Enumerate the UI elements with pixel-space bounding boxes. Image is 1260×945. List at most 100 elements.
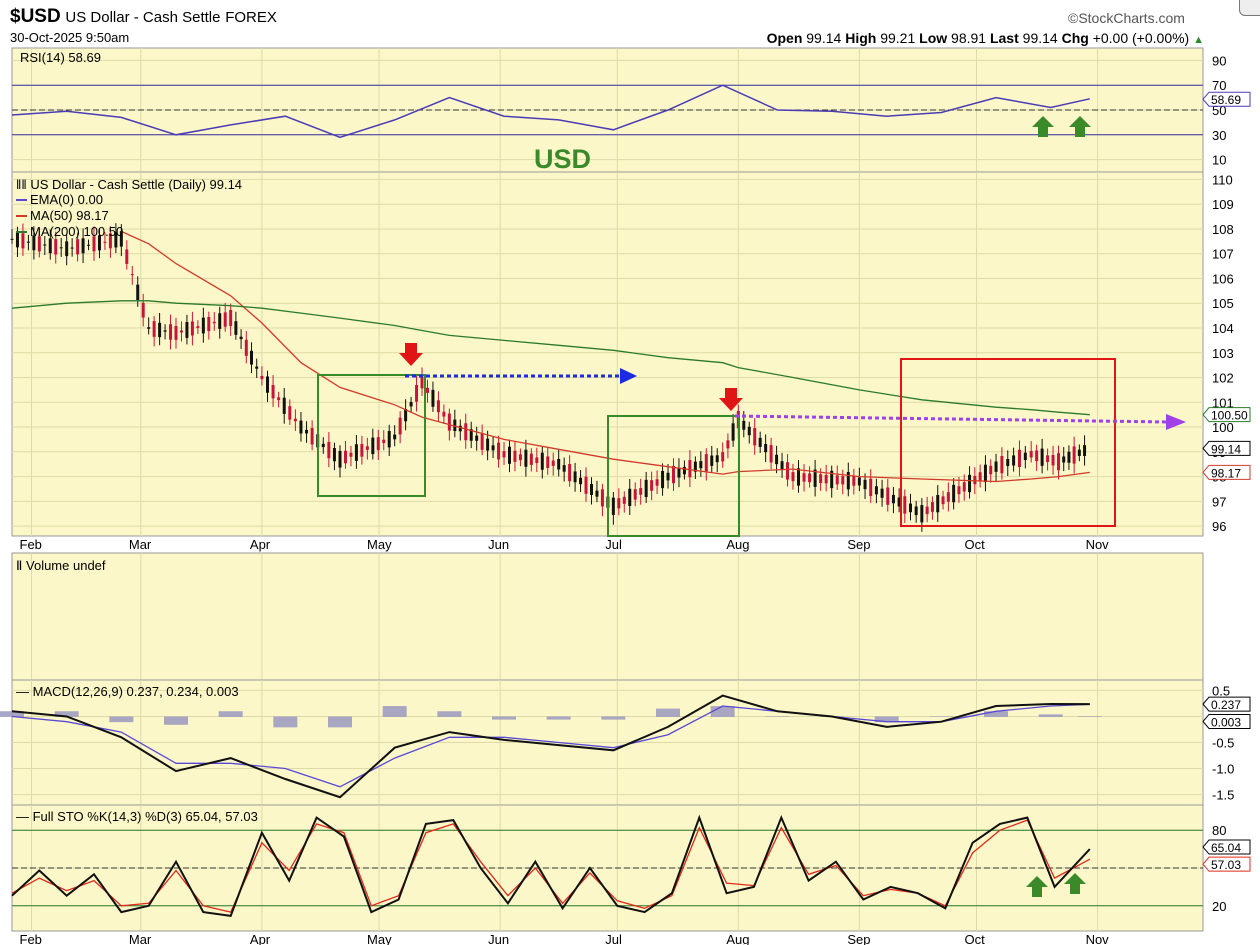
price-candle: [863, 479, 867, 490]
price-candle: [387, 430, 391, 448]
price-candle: [48, 238, 52, 254]
instrument-name: US Dollar - Cash Settle: [65, 9, 221, 26]
rsi-ytick-label: 50: [1212, 103, 1226, 118]
price-candle: [404, 409, 408, 422]
price-candle: [431, 389, 435, 407]
price-candle: [562, 465, 566, 472]
price-candle: [983, 464, 987, 483]
price-candle: [666, 472, 670, 481]
macd-ytick-label: 0.5: [1212, 683, 1230, 698]
price-candle: [415, 385, 419, 402]
price-candle: [891, 494, 895, 504]
price-ytick-label: 108: [1212, 222, 1234, 237]
price-candle: [447, 413, 451, 431]
rsi-up-arrow-icon: [1032, 116, 1054, 137]
vol-panel-bg: [11, 552, 1204, 681]
chart-title: $USD US Dollar - Cash Settle FOREX: [10, 6, 277, 28]
rsi-line: [11, 84, 1090, 139]
price-candle: [486, 438, 490, 451]
macd-histogram-bar: [273, 716, 298, 728]
bottom-x-month-label: Oct: [965, 932, 986, 945]
price-candle: [852, 476, 856, 486]
volume-title: Ⅱ Volume undef: [16, 558, 106, 573]
rsi-up-arrow-icon: [1069, 116, 1091, 137]
price-candle: [196, 326, 200, 328]
bottom-x-month-label: Nov: [1086, 932, 1110, 945]
corner-button[interactable]: [1239, 0, 1260, 16]
price-candle: [174, 326, 178, 340]
rsi-value-label: 58.69: [1211, 93, 1241, 107]
price-candle: [897, 497, 901, 507]
price-legend-item: EMA(0) 0.00: [30, 192, 103, 207]
high-label: High: [845, 30, 877, 46]
price-candle: [1067, 451, 1071, 463]
price-candle: [841, 476, 845, 485]
bottom-x-month-label: Aug: [726, 932, 749, 945]
price-candle: [321, 443, 325, 448]
price-candle: [327, 441, 331, 459]
price-candle: [644, 479, 648, 498]
price-ytick-label: 104: [1212, 321, 1234, 336]
red-down-arrow-icon: [719, 388, 743, 411]
price-candle: [1012, 455, 1016, 466]
macd-line: [11, 694, 1090, 799]
price-candle: [742, 420, 746, 430]
usd-annotation: USD: [534, 144, 591, 174]
price-ytick-label: 100: [1212, 420, 1234, 435]
price-candle: [819, 474, 823, 484]
last-label: Last: [989, 30, 1019, 46]
price-candle: [497, 442, 501, 460]
price-candle: [617, 498, 621, 509]
price-candle: [207, 316, 211, 332]
price-candle: [491, 445, 495, 451]
price-candle: [946, 492, 950, 502]
macd-hist-value-box: [1202, 713, 1251, 729]
brand-label[interactable]: ©StockCharts.com: [1068, 10, 1185, 26]
bottom-x-month-label: May: [367, 932, 392, 945]
price-candle: [936, 494, 940, 513]
stoch-k-value-box: [1202, 839, 1251, 855]
price-candle: [420, 376, 424, 389]
price-candle: [299, 420, 303, 434]
price-candle: [87, 244, 91, 246]
price-candle: [371, 437, 375, 455]
price-candle: [589, 483, 593, 495]
low-label: Low: [919, 30, 948, 46]
price-x-month-label: Mar: [129, 537, 152, 552]
rsi-title: RSI(14) 58.69: [20, 50, 101, 65]
green-box-jul: [607, 415, 740, 537]
up-triangle-icon: ▲: [1193, 34, 1204, 46]
price-candle: [715, 455, 719, 463]
ma200-value-label: 100.50: [1211, 409, 1248, 423]
price-candle: [436, 400, 440, 413]
price-candle: [271, 385, 275, 399]
macd-histogram-bar: [54, 711, 79, 717]
price-ytick-label: 109: [1212, 197, 1234, 212]
price-candle: [874, 486, 878, 495]
rsi-ytick-label: 30: [1212, 128, 1226, 143]
price-candle: [223, 312, 227, 327]
red-box-oct: [900, 358, 1116, 527]
price-candle: [808, 473, 812, 483]
macd-histogram-bar: [437, 711, 462, 717]
price-candle: [265, 376, 269, 393]
macd-histogram-bar: [601, 716, 626, 720]
bottom-x-month-label: Mar: [129, 932, 152, 945]
price-candle: [529, 453, 533, 465]
price-candle: [398, 417, 402, 435]
price-candle: [775, 454, 779, 465]
purple-dotted-line: [734, 414, 1169, 424]
price-candle: [557, 458, 561, 470]
price-candle: [480, 432, 484, 450]
price-candle: [869, 478, 873, 497]
macd-ytick-label: -0.5: [1212, 736, 1234, 751]
price-candle: [376, 437, 380, 451]
price-candle: [786, 462, 790, 480]
price-x-month-label: May: [367, 537, 392, 552]
macd-histogram-bar: [874, 716, 899, 723]
price-candle: [15, 232, 19, 248]
price-candle: [579, 477, 583, 485]
price-candle: [260, 375, 264, 380]
macd-ytick-label: -1.5: [1212, 788, 1234, 803]
